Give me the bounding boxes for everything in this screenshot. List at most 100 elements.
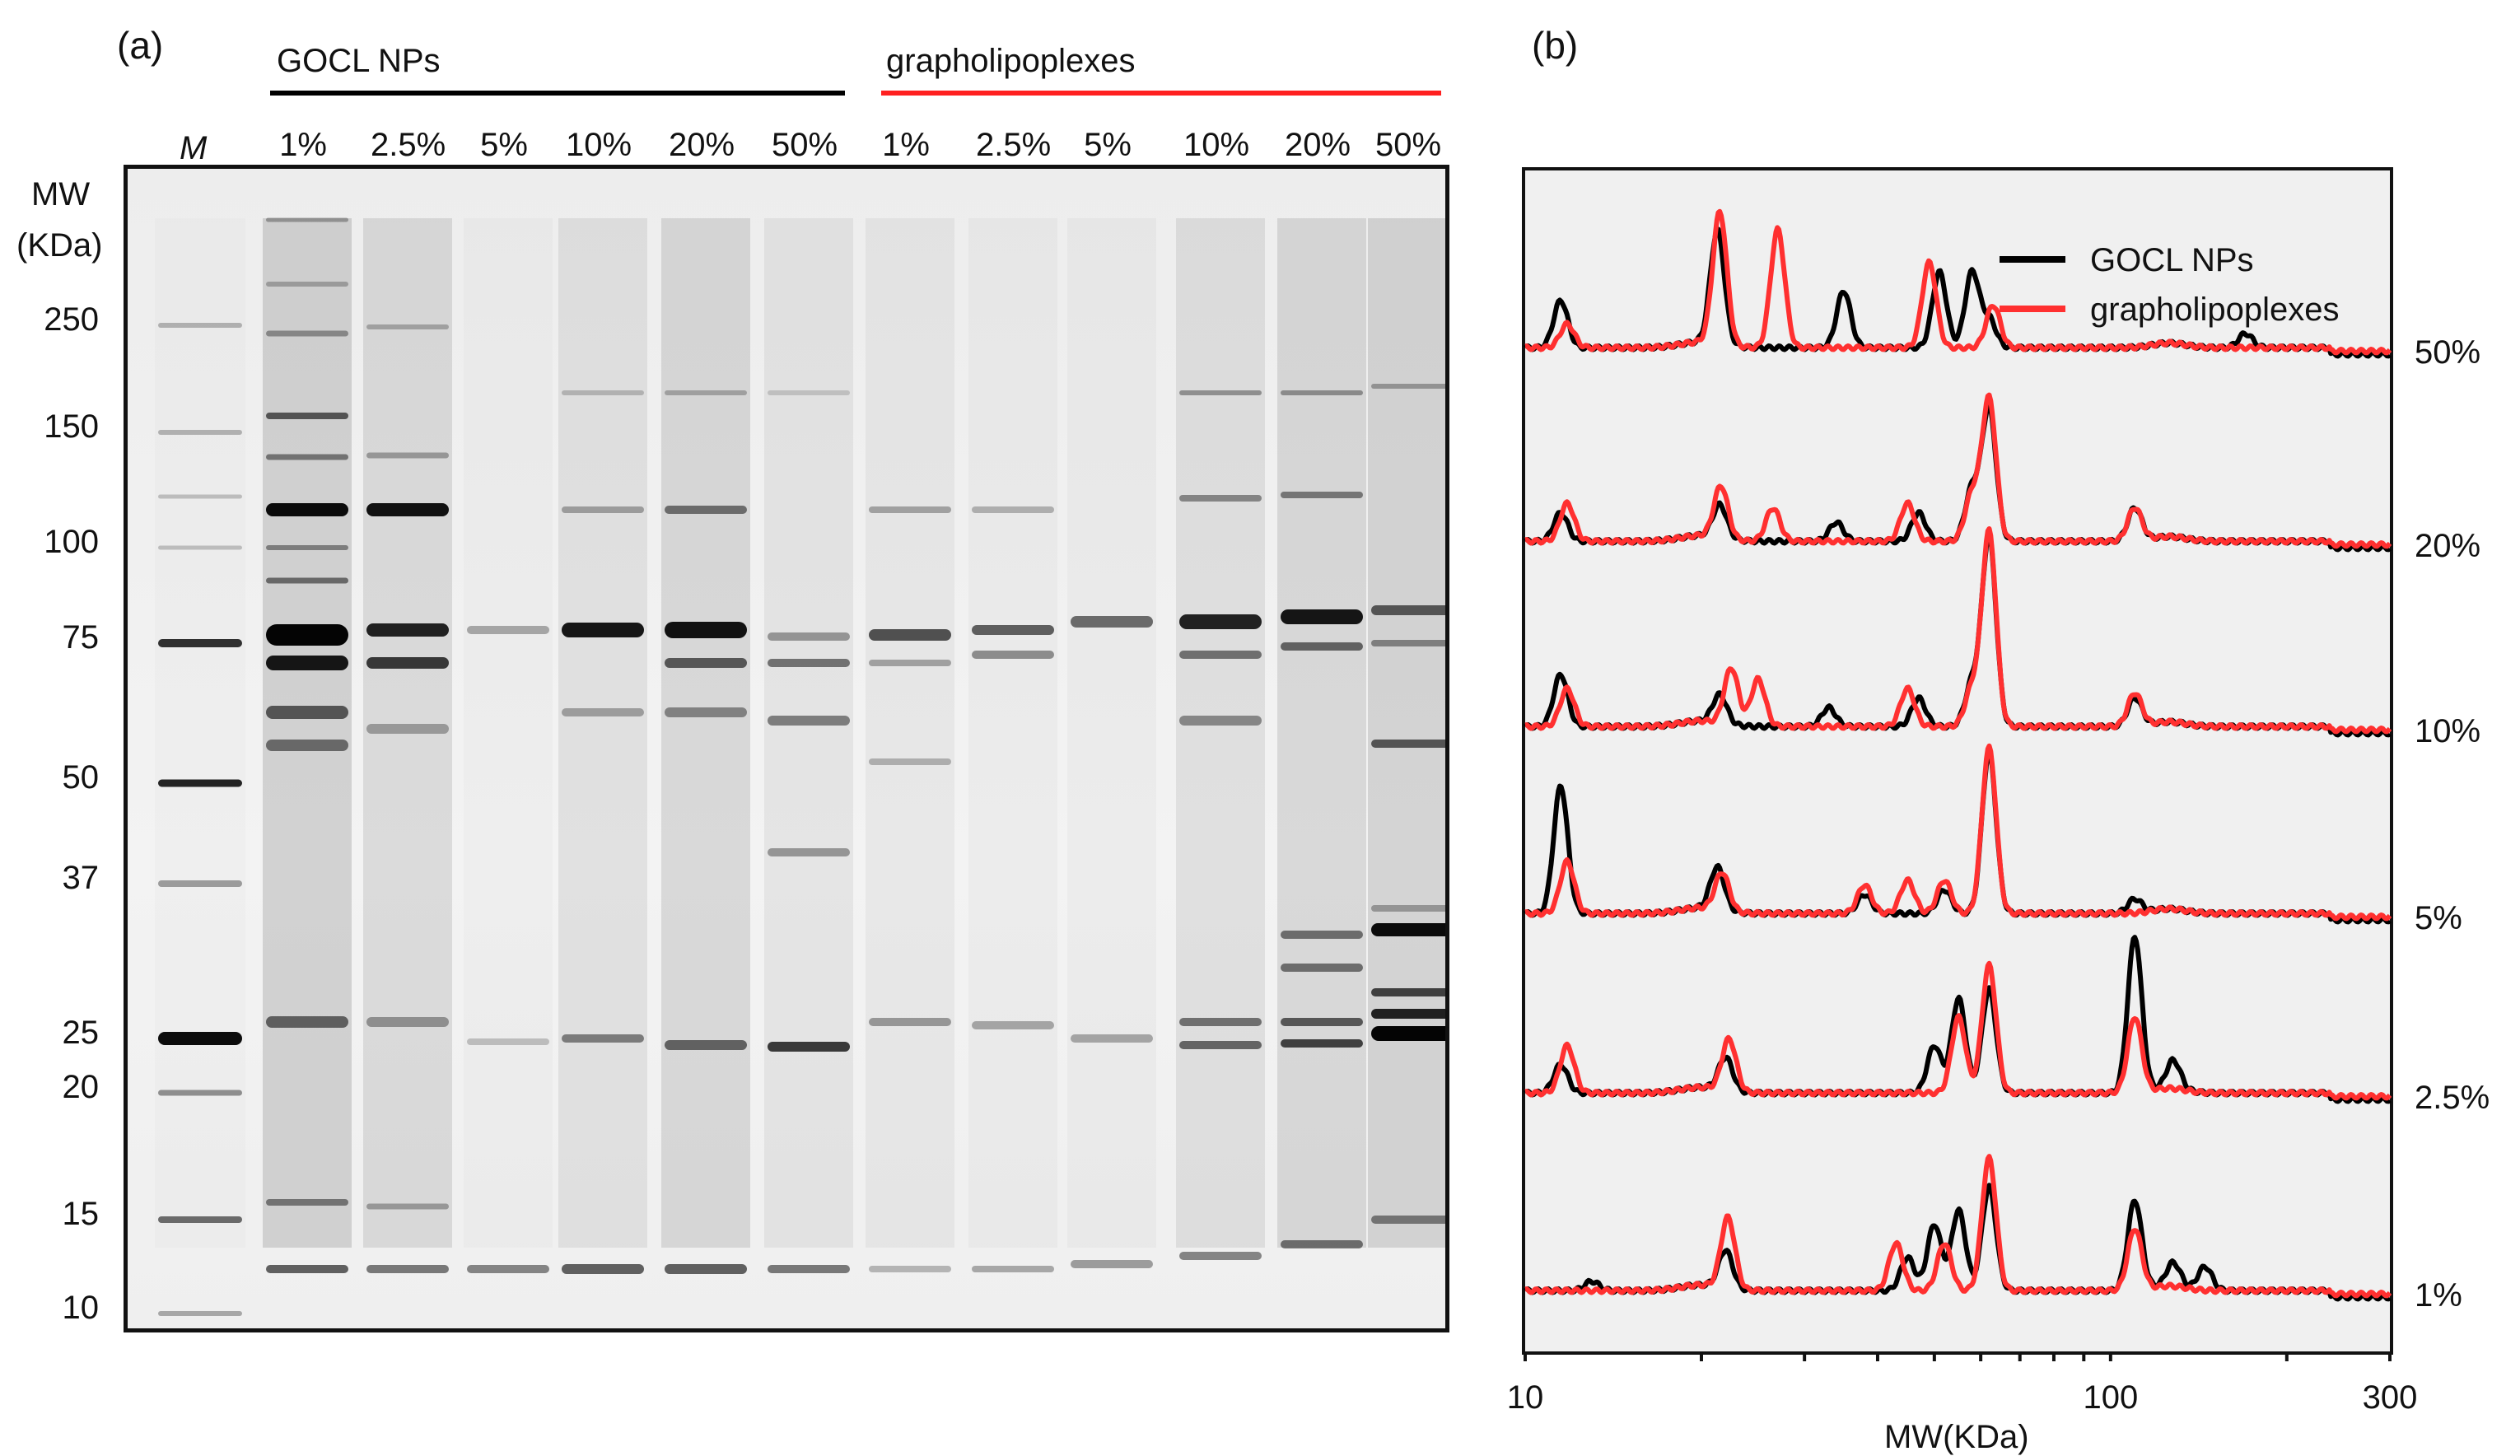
gel-band: [467, 1265, 549, 1273]
gel-band: [768, 659, 850, 667]
gel-band: [562, 1264, 644, 1274]
gel-band: [366, 724, 449, 734]
gel-band: [972, 1266, 1054, 1272]
gel-band: [665, 506, 747, 514]
mw-ladder-label: 15: [62, 1196, 100, 1232]
gel-band: [665, 658, 747, 668]
gel-band: [665, 1040, 747, 1050]
trace-label: 20%: [2415, 528, 2481, 564]
trace-line: [1524, 743, 2392, 922]
gel-band: [1179, 716, 1262, 726]
gel-band: [665, 622, 747, 638]
lane-label: 20%: [1285, 127, 1351, 163]
x-tick-label: 10: [1506, 1379, 1544, 1416]
gel-band: [366, 503, 449, 516]
lane-label: 1%: [882, 127, 930, 163]
gel-band: [1371, 988, 1445, 996]
lane-label: 1%: [279, 127, 327, 163]
gel-band: [266, 1265, 348, 1273]
gel-band: [158, 430, 242, 435]
gel-band: [1281, 1039, 1363, 1048]
gel-band: [366, 324, 449, 329]
trace-line: [1524, 1154, 2392, 1299]
gel-band: [467, 1038, 549, 1045]
gel-band: [158, 494, 242, 499]
gel-band: [665, 707, 747, 717]
gel-band: [768, 632, 850, 641]
gel-band: [266, 413, 348, 419]
mw-ladder-label: 10: [62, 1290, 100, 1326]
gel-band: [266, 656, 348, 670]
gel-band: [266, 1199, 348, 1206]
gel-band: [869, 629, 951, 641]
gel-band: [1281, 390, 1363, 395]
panel-b-label: (b): [1532, 24, 1579, 67]
mw-ladder-label: 100: [44, 524, 99, 560]
gel-band: [1371, 923, 1445, 936]
gel-band: [869, 758, 951, 765]
gel-band: [266, 282, 348, 287]
gel-band: [869, 1018, 951, 1026]
trace-line: [1524, 208, 2392, 356]
gel-bands: [158, 217, 1445, 1316]
trace-label: 50%: [2415, 334, 2481, 371]
trace-label: 1%: [2415, 1277, 2462, 1314]
gel-band: [158, 779, 242, 787]
gel-band: [768, 390, 850, 395]
lane-label: 50%: [1375, 127, 1442, 163]
lane-label: 5%: [1084, 127, 1132, 163]
gel-band: [1179, 495, 1262, 502]
gel-band: [1179, 1252, 1262, 1260]
gel-band: [1371, 905, 1445, 912]
x-tick-label: 100: [2083, 1379, 2139, 1416]
gel-band: [972, 625, 1054, 635]
gel-band: [366, 623, 449, 637]
gel-band: [1371, 1009, 1445, 1019]
gel-band: [158, 323, 242, 328]
gel-band: [366, 1265, 449, 1273]
marker-lane-label: M: [180, 130, 208, 166]
gel-band: [366, 1203, 449, 1210]
gel-band: [1371, 605, 1445, 615]
gel-band: [1071, 1034, 1153, 1043]
gel-band: [1179, 1041, 1262, 1049]
gel-band: [1371, 1216, 1445, 1224]
gel-band: [266, 330, 348, 337]
gel-band: [467, 626, 549, 634]
gel-band: [1179, 651, 1262, 659]
trace-label: 2.5%: [2415, 1080, 2490, 1116]
panel-a-label: (a): [117, 24, 164, 67]
lane-label: 2.5%: [976, 127, 1052, 163]
legend-label: grapholipoplexes: [2090, 292, 2339, 328]
x-tick-label: 300: [2362, 1379, 2418, 1416]
gel-band: [1371, 384, 1445, 389]
trace-line: [1524, 526, 2392, 735]
gel-band: [266, 624, 348, 646]
gel-band: [1371, 740, 1445, 748]
trace-line: [1524, 392, 2392, 549]
gel-band: [1179, 614, 1262, 629]
gel-band: [972, 506, 1054, 513]
gel-band: [1371, 1026, 1445, 1041]
gel-band: [158, 880, 242, 887]
gel-band: [366, 657, 449, 669]
plot-frame: [1522, 167, 2393, 1355]
mw-ladder-label: 37: [62, 860, 100, 896]
gel-band: [665, 1264, 747, 1274]
gel-band: [1281, 492, 1363, 498]
legend-label: GOCL NPs: [2090, 242, 2254, 278]
gel-band: [266, 545, 348, 550]
mw-title-line1: MW: [31, 176, 91, 212]
gel-band: [768, 848, 850, 856]
densitometry-plot: GOCL NPs grapholipoplexes: [1522, 167, 2393, 1361]
gel-band: [158, 1090, 242, 1096]
gel-band: [972, 651, 1054, 659]
gel-band: [869, 1266, 951, 1272]
gel-band: [1179, 390, 1262, 395]
gel-band: [1071, 1260, 1153, 1268]
group-label-gocl: GOCL NPs: [277, 43, 441, 79]
gel-band: [158, 1216, 242, 1223]
gel-image: [124, 165, 1449, 1332]
gel-band: [1281, 964, 1363, 972]
gel-band: [1179, 1018, 1262, 1026]
